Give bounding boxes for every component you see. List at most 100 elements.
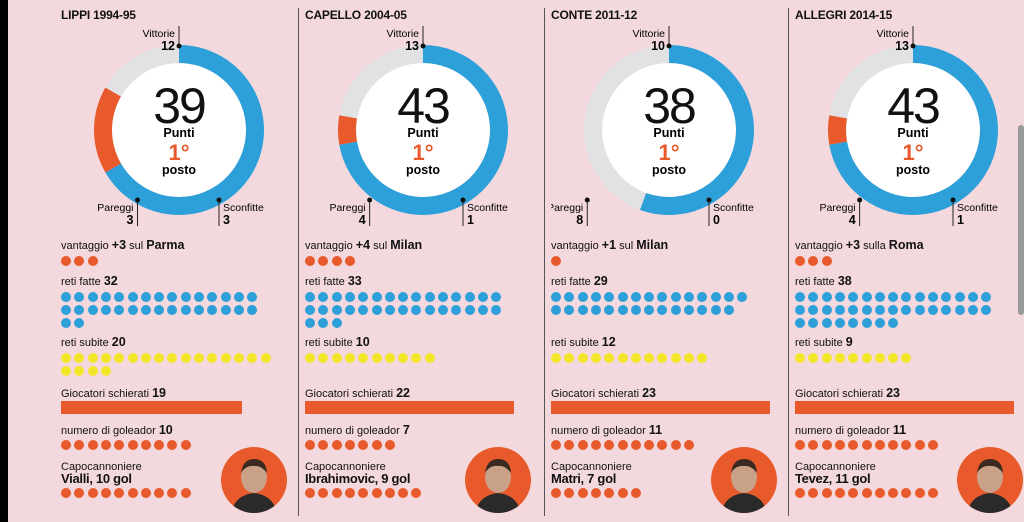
goals-for-dots-dot (981, 305, 992, 315)
wins-value: 13 (895, 39, 909, 53)
goals-against-dots-dot (61, 366, 71, 376)
goals-for-dots-dot (967, 305, 978, 315)
goals-for-dots-dot (901, 292, 912, 302)
top-scorer-dots-dot (114, 488, 125, 498)
scrollbar[interactable] (1018, 125, 1024, 315)
goals-for-value: 33 (347, 274, 362, 288)
goals-against-dots-dot (127, 353, 138, 363)
goals-for-dots-dot (247, 305, 258, 315)
tevez-photo (957, 447, 1023, 513)
column-separator (298, 8, 299, 516)
rank-value: 1° (658, 140, 679, 165)
goals-for-dots-dot (207, 292, 218, 302)
players-label: Giocatori schierati (305, 388, 394, 400)
scorers-dots-dot (384, 440, 395, 450)
goals-for-dots-dot (220, 292, 231, 302)
goals-for-dots-dot (670, 305, 681, 315)
goals-for-dots-dot (87, 292, 98, 302)
goals-for-dots-dot (318, 292, 329, 302)
top-scorer-dots-dot (140, 488, 151, 498)
goals-against-dots-dot (411, 353, 422, 363)
goals-against-dots-dot (344, 353, 355, 363)
goals-for-dots-dot (464, 305, 475, 315)
players-bar (551, 401, 770, 414)
lead-dots-dot (74, 256, 85, 266)
goals-against-dots-dot (140, 353, 151, 363)
scorers-value: 11 (892, 423, 907, 437)
goals-for-dots-dot (491, 292, 502, 302)
scorers-row: numero di goleador 11 (551, 423, 662, 437)
players-row: Giocatori schierati 19 (61, 386, 166, 400)
goals-for-dots-dot (194, 292, 204, 302)
goals-against-dots-dot (888, 353, 899, 363)
scorers-dots-dot (888, 440, 899, 450)
losses-marker (950, 197, 956, 203)
wins-marker (420, 43, 426, 49)
rank-value: 1° (412, 140, 433, 165)
results-donut: Vittorie12Pareggi3Sconfitte339Punti1°pos… (94, 26, 264, 227)
goals-for-dots-dot (874, 292, 885, 302)
scorers-dots-dot (901, 440, 912, 450)
top-scorer-name: Matri, 7 gol (551, 471, 617, 486)
goals-for-dots-dot (928, 305, 938, 315)
goals-for-dots-dot (684, 292, 694, 302)
scorers-dots-dot (808, 440, 819, 450)
goals-for-dots-dot (577, 292, 588, 302)
matri-photo (711, 447, 777, 513)
goals-for-dots-dot (438, 292, 448, 302)
goals-for-dots-dot (795, 318, 805, 328)
goals-for-dots-dot (74, 292, 85, 302)
donut-center (846, 63, 980, 197)
players-row: Giocatori schierati 22 (305, 386, 410, 400)
goals-for-dots-dot (180, 305, 191, 315)
goals-for-dots-dot (834, 292, 845, 302)
top-scorer-dots-dot (888, 488, 899, 498)
scorers-dots-dot (358, 440, 369, 450)
lead-dots-dot (551, 256, 561, 266)
players-value: 19 (152, 386, 167, 400)
top-scorer-dots-dot (344, 488, 355, 498)
goals-for-dots-dot (305, 305, 315, 315)
goals-for-dots-dot (305, 318, 315, 328)
top-scorer-dots-dot (305, 488, 315, 498)
column-separator (788, 8, 789, 516)
goals-against-dots-dot (684, 353, 694, 363)
portrait-icon (231, 459, 277, 513)
goals-against-dots-dot (590, 353, 601, 363)
goals-for-dots-dot (167, 305, 178, 315)
goals-for-dots-dot (617, 292, 628, 302)
season-title: CONTE 2011-12 (551, 8, 638, 22)
top-scorer-dots-dot (167, 488, 178, 498)
donut-center (112, 63, 246, 197)
lead-row: vantaggio +3 sul Parma (61, 238, 184, 252)
draws-marker (857, 197, 863, 203)
scorers-dots-dot (127, 440, 138, 450)
goals-against-dots-dot (87, 366, 98, 376)
goals-for-dots-dot (710, 305, 721, 315)
goals-for-dots-dot (358, 305, 369, 315)
goals-against-dots-dot (61, 353, 71, 363)
points-label: Punti (653, 126, 684, 140)
goals-for-dots-dot (967, 292, 978, 302)
lead-team: Roma (888, 238, 924, 252)
scorers-dots-dot (331, 440, 342, 450)
portrait-icon (475, 459, 521, 513)
goals-against-dots-dot (318, 353, 329, 363)
players-bar (61, 401, 242, 414)
goals-for-dots-dot (604, 305, 615, 315)
lead-dots-dot (318, 256, 329, 266)
goals-for-dots-dot (630, 305, 641, 315)
goals-against-dots-dot (207, 353, 218, 363)
goals-for-dots-dot (438, 305, 448, 315)
draws-label: Pareggi (97, 202, 133, 214)
goals-against-dots-dot (180, 353, 191, 363)
goals-for-dots-dot (941, 292, 952, 302)
goals-against-dots-dot (305, 353, 315, 363)
rank-value: 1° (168, 140, 189, 165)
scorers-dots-dot (670, 440, 681, 450)
goals-against-label: reti subite (795, 337, 843, 349)
goals-for-dots-dot (371, 292, 382, 302)
scorers-dots-dot (928, 440, 938, 450)
top-scorer-label: Capocannoniere (61, 461, 142, 473)
